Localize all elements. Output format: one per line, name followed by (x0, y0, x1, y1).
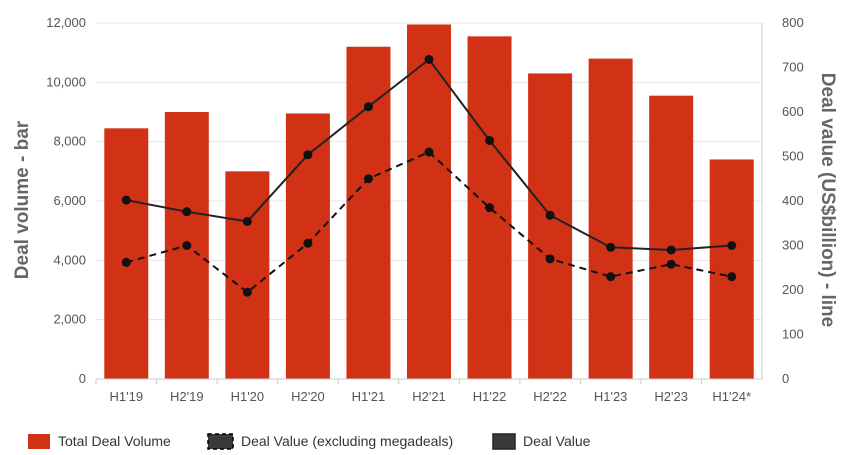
legend: Total Deal Volume Deal Value (excluding … (28, 433, 591, 450)
line-point[interactable] (121, 195, 131, 205)
line-point[interactable] (666, 245, 676, 255)
y-right-tick-label: 700 (782, 60, 804, 75)
line-point[interactable] (545, 254, 555, 264)
x-tick-label: H1'22 (473, 389, 507, 404)
line-point[interactable] (606, 272, 616, 282)
bar[interactable] (407, 24, 451, 379)
x-tick-label: H2'23 (654, 389, 688, 404)
lines (121, 54, 737, 297)
x-tick-label: H2'19 (170, 389, 204, 404)
line-point[interactable] (182, 207, 192, 217)
y-left-tick-label: 6,000 (53, 193, 86, 208)
line-point[interactable] (545, 210, 555, 220)
line-point[interactable] (727, 241, 737, 250)
legend-swatch-bar (28, 434, 50, 449)
bar[interactable] (104, 128, 149, 379)
line-point[interactable] (363, 102, 373, 112)
y-right-tick-label: 200 (782, 282, 804, 297)
line-point[interactable] (303, 238, 313, 248)
x-tick-label: H2'22 (533, 389, 567, 404)
legend-item-deal-value[interactable]: Deal Value (492, 433, 591, 450)
axes: 0 2,000 4,000 6,000 8,000 10,000 12,000 0 100 200… (46, 15, 803, 404)
x-tick-label: H2'21 (412, 389, 446, 404)
y-left-tick-label: 8,000 (53, 134, 86, 149)
y-right-tick-label: 100 (782, 327, 804, 342)
legend-swatch-dashed (207, 433, 234, 450)
bar[interactable] (709, 159, 754, 379)
legend-item-total-deal-volume[interactable]: Total Deal Volume (28, 433, 171, 449)
line-point[interactable] (424, 147, 434, 157)
x-tick-label: H1'21 (352, 389, 386, 404)
x-tick-label: H2'20 (291, 389, 325, 404)
line-point[interactable] (242, 216, 252, 226)
x-tick-label: H1'24* (712, 389, 751, 404)
y-right-tick-label: 300 (782, 238, 804, 253)
y-left-tick-label: 4,000 (53, 252, 86, 267)
y-right-tick-label: 600 (782, 104, 804, 119)
bar[interactable] (225, 171, 270, 379)
line-point[interactable] (666, 259, 676, 269)
y-right-tick-label: 0 (782, 371, 789, 386)
line-point[interactable] (303, 150, 313, 160)
bars (104, 24, 754, 379)
y-axis-left-title: Deal volume - bar (12, 120, 33, 279)
line-point[interactable] (485, 135, 495, 145)
y-left-tick-label: 12,000 (46, 15, 86, 30)
line-point[interactable] (182, 241, 192, 250)
line-point[interactable] (424, 54, 434, 64)
y-right-tick-label: 500 (782, 149, 804, 164)
legend-swatch-solid (492, 433, 516, 450)
legend-label-deal-value: Deal Value (523, 433, 591, 449)
legend-label-deal-value-excluding-megadeals: Deal Value (excluding megadeals) (241, 433, 453, 449)
bar[interactable] (588, 58, 633, 379)
bar[interactable] (346, 46, 391, 379)
line-point[interactable] (363, 174, 373, 184)
x-tick-label: H1'23 (594, 389, 628, 404)
bar[interactable] (649, 95, 694, 379)
legend-item-deal-value-excluding-megadeals[interactable]: Deal Value (excluding megadeals) (207, 433, 453, 450)
legend-label-total-deal-volume: Total Deal Volume (58, 433, 171, 449)
line-point[interactable] (121, 257, 131, 267)
x-tick-label: H1'19 (109, 389, 143, 404)
line-point[interactable] (727, 272, 737, 282)
line-point[interactable] (242, 287, 252, 297)
y-left-tick-label: 0 (79, 371, 86, 386)
y-left-tick-label: 2,000 (53, 312, 86, 327)
bar[interactable] (528, 73, 573, 379)
line-point[interactable] (485, 203, 495, 213)
y-left-tick-label: 10,000 (46, 74, 86, 89)
x-tick-label: H1'20 (231, 389, 265, 404)
y-right-tick-label: 400 (782, 193, 804, 208)
line-point[interactable] (606, 242, 616, 252)
y-axis-right-title: Deal value (US$billion) - line (817, 73, 838, 327)
line-deal-value-excluding-megadeals[interactable] (126, 151, 732, 294)
y-right-tick-label: 800 (782, 15, 804, 30)
